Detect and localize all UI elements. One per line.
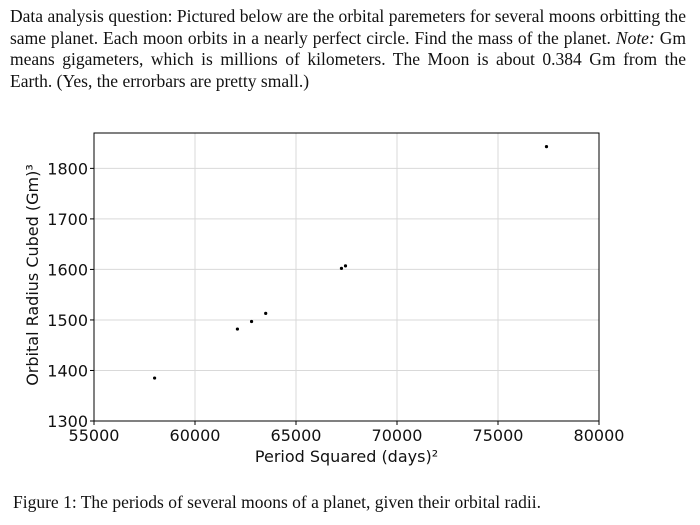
- y-axis-label: Orbital Radius Cubed (Gm)³: [23, 164, 42, 386]
- ticks: 55000 60000 65000 70000 75000 80000 1300 1400 15…: [47, 159, 624, 445]
- grid: [93, 133, 600, 422]
- x-tick-label: 60000: [170, 426, 221, 445]
- x-tick-label: 55000: [69, 426, 120, 445]
- plot-frame: [93, 132, 600, 422]
- data-point: [339, 266, 344, 271]
- x-tick-label: 80000: [574, 426, 625, 445]
- y-tick-label: 1500: [47, 311, 88, 330]
- x-tick-label: 75000: [473, 426, 524, 445]
- x-tick-label: 65000: [271, 426, 322, 445]
- question-text: Data analysis question: Pictured below a…: [10, 6, 686, 92]
- y-tick-label: 1400: [47, 361, 88, 380]
- x-tick-label: 70000: [372, 426, 423, 445]
- data-point: [264, 311, 268, 315]
- data-point: [544, 145, 549, 149]
- question-part1: Data analysis question: Pictured below a…: [10, 6, 686, 48]
- data-points: [153, 145, 549, 380]
- data-point: [249, 319, 254, 324]
- figure-caption: Figure 1: The periods of several moons o…: [13, 492, 541, 512]
- y-tick-label: 1800: [47, 159, 88, 178]
- x-axis-label: Period Squared (days)²: [255, 447, 438, 466]
- y-tick-label: 1700: [47, 210, 88, 229]
- data-point: [235, 327, 240, 331]
- note-label: Note:: [615, 27, 655, 48]
- question-part2: Gm means gigameters, which is millions o…: [10, 27, 687, 91]
- y-tick-label: 1600: [47, 260, 88, 279]
- y-tick-label: 1300: [47, 412, 88, 431]
- data-point: [343, 264, 348, 268]
- data-point: [153, 376, 157, 380]
